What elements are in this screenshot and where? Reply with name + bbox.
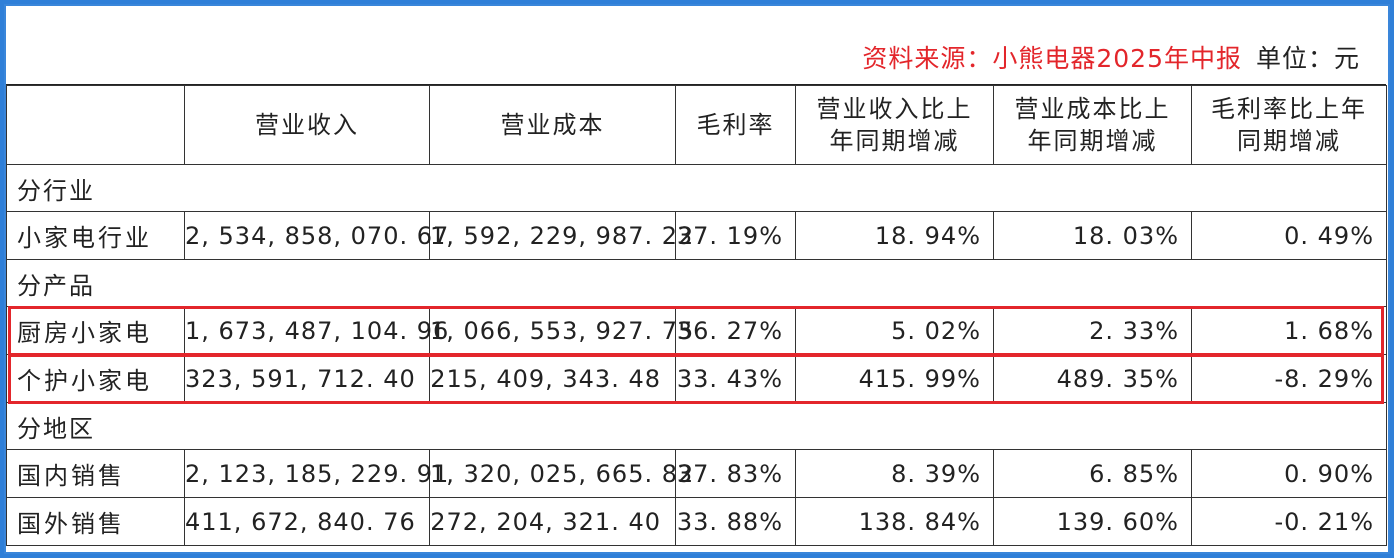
row-name-cell: 厨房小家电: [6, 306, 185, 355]
margin-cell: 36. 27%: [675, 306, 796, 355]
source-bar: 资料来源：小熊电器2025年中报 单位：元: [6, 6, 1386, 86]
revenue-change-cell: 138. 84%: [795, 497, 994, 546]
cost-change-cell: 2. 33%: [993, 306, 1192, 355]
cost-cell: 1, 320, 025, 665. 82: [429, 449, 693, 498]
revenue-cell: 2, 123, 185, 229. 91: [184, 449, 448, 498]
cost-cell: 1, 592, 229, 987. 22: [429, 211, 693, 260]
revenue-change-cell: 18. 94%: [795, 211, 994, 260]
header-revenue-change: 营业收入比上 年同期增减: [795, 85, 994, 165]
table-row: 小家电行业 2, 534, 858, 070. 67 1, 592, 229, 98…: [6, 211, 1387, 260]
section-title: 分产品: [6, 259, 1387, 307]
header-margin: 毛利率: [675, 85, 796, 165]
cost-change-cell: 139. 60%: [993, 497, 1192, 546]
table-row: 国外销售 411, 672, 840. 76 272, 204, 321. 40 33…: [6, 497, 1387, 546]
section-row: 分地区: [6, 402, 1387, 450]
section-row: 分行业: [6, 164, 1387, 212]
header-margin-change: 毛利率比上年 同期增减: [1191, 85, 1387, 165]
revenue-cell: 1, 673, 487, 104. 96: [184, 306, 448, 355]
margin-change-cell: -8. 29%: [1191, 354, 1387, 403]
cost-cell: 215, 409, 343. 48: [429, 354, 676, 403]
margin-cell: 33. 43%: [675, 354, 796, 403]
margin-cell: 37. 83%: [675, 449, 796, 498]
section-title: 分地区: [6, 402, 1387, 450]
header-cell-blank: [6, 85, 185, 165]
header-row: 营业收入 营业成本 毛利率 营业收入比上 年同期增减 营业成本比上 年同期增减 毛利…: [6, 85, 1387, 165]
table-body: 分行业 小家电行业 2, 534, 858, 070. 67 1, 592, 229,…: [6, 164, 1387, 546]
row-name-cell: 国内销售: [6, 449, 185, 498]
margin-cell: 33. 88%: [675, 497, 796, 546]
revenue-change-cell: 5. 02%: [795, 306, 994, 355]
header-revenue: 营业收入: [184, 85, 430, 165]
source-label: 资料来源：小熊电器2025年中报: [862, 44, 1242, 73]
section-row: 分产品: [6, 259, 1387, 307]
margin-change-cell: 0. 49%: [1191, 211, 1387, 260]
cost-cell: 272, 204, 321. 40: [429, 497, 676, 546]
row-name-cell: 小家电行业: [6, 211, 185, 260]
revenue-cell: 2, 534, 858, 070. 67: [184, 211, 448, 260]
section-title: 分行业: [6, 164, 1387, 212]
revenue-change-cell: 415. 99%: [795, 354, 994, 403]
margin-change-cell: -0. 21%: [1191, 497, 1387, 546]
margin-change-cell: 0. 90%: [1191, 449, 1387, 498]
financial-table: 营业收入 营业成本 毛利率 营业收入比上 年同期增减 营业成本比上 年同期增减 毛利…: [6, 85, 1387, 546]
revenue-cell: 411, 672, 840. 76: [184, 497, 430, 546]
revenue-change-cell: 8. 39%: [795, 449, 994, 498]
cost-change-cell: 18. 03%: [993, 211, 1192, 260]
cost-cell: 1, 066, 553, 927. 75: [429, 306, 693, 355]
row-name-cell: 个护小家电: [6, 354, 185, 403]
header-cost-change: 营业成本比上 年同期增减: [993, 85, 1192, 165]
row-name-cell: 国外销售: [6, 497, 185, 546]
header-cost: 营业成本: [429, 85, 676, 165]
table-row: 厨房小家电 1, 673, 487, 104. 96 1, 066, 553, 92…: [6, 306, 1387, 355]
source-line: 资料来源：小熊电器2025年中报 单位：元: [862, 39, 1360, 75]
unit-label: 单位：元: [1255, 44, 1360, 73]
cost-change-cell: 489. 35%: [993, 354, 1192, 403]
table-row: 国内销售 2, 123, 185, 229. 91 1, 320, 025, 665…: [6, 449, 1387, 498]
revenue-cell: 323, 591, 712. 40: [184, 354, 430, 403]
cost-change-cell: 6. 85%: [993, 449, 1192, 498]
margin-cell: 37. 19%: [675, 211, 796, 260]
margin-change-cell: 1. 68%: [1191, 306, 1387, 355]
table-row: 个护小家电 323, 591, 712. 40 215, 409, 343. 48 3…: [6, 354, 1387, 403]
